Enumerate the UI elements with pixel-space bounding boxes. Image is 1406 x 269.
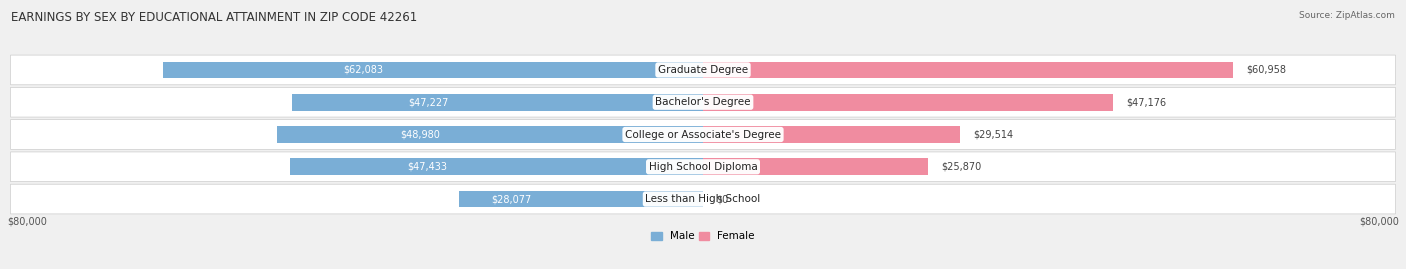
Bar [458,191,703,207]
Text: Graduate Degree: Graduate Degree [658,65,748,75]
Text: Less than High School: Less than High School [645,194,761,204]
Bar [292,94,703,111]
Bar [163,62,703,78]
FancyBboxPatch shape [10,184,1396,214]
Bar [703,62,1233,78]
Text: $0: $0 [716,194,728,204]
Bar [703,94,1114,111]
Text: $60,958: $60,958 [1246,65,1286,75]
Text: College or Associate's Degree: College or Associate's Degree [626,129,780,140]
Bar [291,158,703,175]
Text: $47,227: $47,227 [408,97,449,107]
Text: $47,176: $47,176 [1126,97,1167,107]
Text: $47,433: $47,433 [408,162,447,172]
Text: $80,000: $80,000 [1360,216,1399,226]
Text: $25,870: $25,870 [941,162,981,172]
FancyBboxPatch shape [10,55,1396,85]
Bar [703,158,928,175]
Bar [277,126,703,143]
Text: Source: ZipAtlas.com: Source: ZipAtlas.com [1299,11,1395,20]
FancyBboxPatch shape [10,120,1396,149]
Text: $80,000: $80,000 [7,216,46,226]
Text: $28,077: $28,077 [491,194,531,204]
FancyBboxPatch shape [10,152,1396,182]
FancyBboxPatch shape [10,87,1396,117]
Text: EARNINGS BY SEX BY EDUCATIONAL ATTAINMENT IN ZIP CODE 42261: EARNINGS BY SEX BY EDUCATIONAL ATTAINMEN… [11,11,418,24]
Text: $29,514: $29,514 [973,129,1012,140]
Text: $48,980: $48,980 [401,129,440,140]
Text: $62,083: $62,083 [343,65,384,75]
Bar [703,126,960,143]
Text: Bachelor's Degree: Bachelor's Degree [655,97,751,107]
Legend: Male, Female: Male, Female [647,227,759,246]
Text: High School Diploma: High School Diploma [648,162,758,172]
